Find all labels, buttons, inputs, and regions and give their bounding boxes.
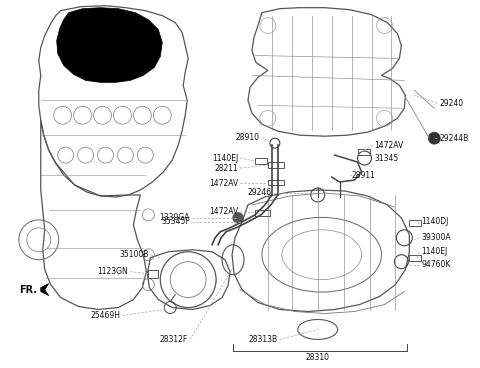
Polygon shape <box>57 8 162 82</box>
Text: 1140DJ: 1140DJ <box>421 217 449 226</box>
Text: 28911: 28911 <box>351 170 375 180</box>
Text: 35345F: 35345F <box>161 217 190 226</box>
Text: 1472AV: 1472AV <box>209 178 238 188</box>
Bar <box>358 149 370 155</box>
Text: 28211: 28211 <box>214 163 238 173</box>
Text: 29246: 29246 <box>248 188 272 198</box>
Text: 35100B: 35100B <box>119 250 148 259</box>
Text: 29240: 29240 <box>439 99 463 108</box>
Text: 1140EJ: 1140EJ <box>212 153 238 163</box>
Text: 28313B: 28313B <box>249 335 278 344</box>
Text: 39300A: 39300A <box>421 233 451 242</box>
Text: 94760K: 94760K <box>421 260 451 269</box>
Text: 31345: 31345 <box>374 153 399 163</box>
Text: 1140EJ: 1140EJ <box>421 247 447 256</box>
Bar <box>148 270 158 277</box>
Text: 29244B: 29244B <box>439 134 468 143</box>
Text: 28310: 28310 <box>306 353 330 362</box>
Polygon shape <box>41 284 49 296</box>
Bar <box>268 180 284 185</box>
Text: 1472AV: 1472AV <box>209 208 238 216</box>
Text: 1123GN: 1123GN <box>97 267 129 276</box>
Bar <box>409 255 421 261</box>
Circle shape <box>428 132 440 144</box>
Bar <box>255 210 270 216</box>
Text: FR.: FR. <box>19 284 37 295</box>
Circle shape <box>233 213 243 223</box>
Text: 28312F: 28312F <box>160 335 188 344</box>
Bar <box>255 158 267 164</box>
Bar <box>268 162 284 168</box>
Text: 25469H: 25469H <box>90 311 120 320</box>
Text: 28910: 28910 <box>236 133 260 142</box>
Text: 1339GA: 1339GA <box>160 213 190 222</box>
Bar <box>409 220 421 226</box>
Text: 1472AV: 1472AV <box>374 141 404 150</box>
